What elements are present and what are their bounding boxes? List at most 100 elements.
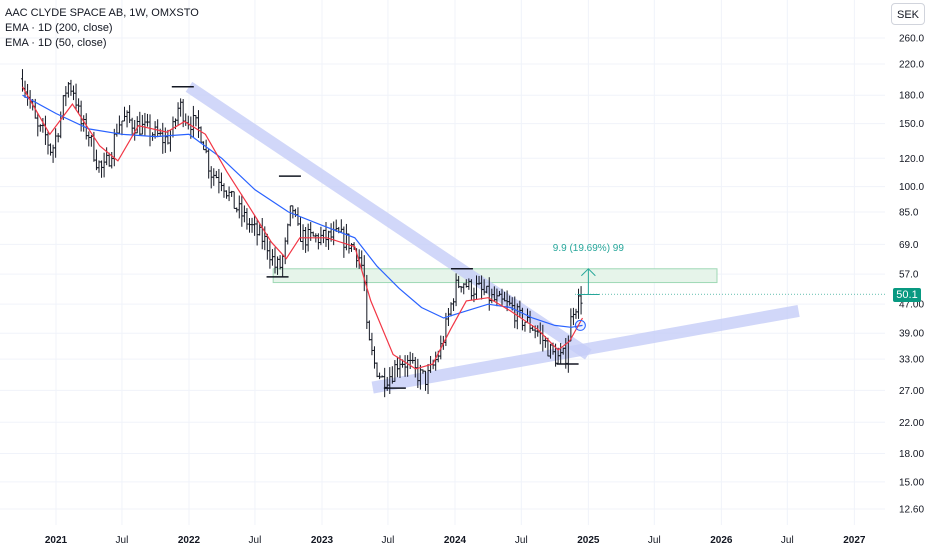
y-tick-label: 33.00 (899, 355, 924, 366)
ohlc-bar (247, 218, 251, 233)
y-tick-label: 47.00 (899, 300, 924, 311)
ohlc-bar (367, 320, 371, 341)
currency-button[interactable]: SEK (891, 3, 925, 25)
ohlc-bar (225, 190, 229, 199)
ohlc-bar (240, 194, 244, 227)
y-tick-label: 27.00 (899, 386, 924, 397)
x-tick-label: 2025 (577, 535, 600, 546)
ohlc-bar (411, 353, 415, 364)
y-tick-label: 120.0 (899, 154, 924, 165)
ohlc-bar (230, 190, 234, 197)
ohlc-bar (51, 144, 55, 163)
descending-trendline (185, 81, 592, 360)
ohlc-bar (158, 128, 162, 136)
y-tick-label: 85.0 (899, 207, 919, 218)
ema50-line (21, 86, 584, 370)
x-tick-label: Jul (648, 535, 661, 546)
ohlc-bar (168, 129, 172, 152)
ohlc-bar (270, 249, 274, 266)
ohlc-bar (342, 226, 346, 258)
ohlc-bar (74, 83, 78, 111)
ohlc-bar (316, 233, 320, 250)
ema50-legend[interactable]: EMA · 1D (50, close) (5, 37, 107, 49)
chart-legend: AAC CLYDE SPACE AB, 1W, OMXSTO EMA · 1D … (5, 6, 199, 51)
ohlc-bar (347, 233, 351, 254)
annotation-marks (171, 86, 885, 389)
x-tick-label: 2023 (311, 535, 334, 546)
y-tick-label: 57.0 (899, 270, 919, 281)
ohlc-bar (117, 115, 121, 135)
y-tick-label: 220.0 (899, 59, 924, 70)
ohlc-bar (56, 133, 60, 143)
symbol-title[interactable]: AAC CLYDE SPACE AB, 1W, OMXSTO (5, 7, 199, 19)
ohlc-bar (219, 172, 223, 192)
ohlc-bar (227, 186, 231, 202)
ohlc-bar (237, 195, 241, 219)
ohlc-bar (574, 308, 578, 319)
last-price-tag: 50.1 (893, 288, 921, 302)
ohlc-bar (372, 346, 376, 369)
ohlc-bar (49, 143, 53, 156)
ohlc-bar (135, 116, 139, 134)
ohlc-bar (145, 113, 149, 127)
resistance-zone-box (272, 268, 718, 284)
ohlc-bar (191, 105, 195, 138)
ohlc-bar (207, 148, 211, 179)
trendlines (185, 81, 800, 394)
ohlc-bar (222, 183, 226, 198)
ohlc-bar (214, 170, 218, 179)
y-tick-label: 39.00 (899, 329, 924, 340)
y-tick-label: 100.0 (899, 182, 924, 193)
ohlc-bar (54, 128, 58, 158)
y-tick-label: 12.60 (899, 505, 924, 516)
x-tick-label: 2024 (444, 535, 467, 546)
ohlc-bar (406, 355, 410, 377)
price-axis[interactable]: 260.0 220.0 180.0 150.0 120.0 100.0 85.0 69.0 57… (899, 34, 924, 516)
x-tick-label: 2026 (710, 535, 733, 546)
ohlc-bar (311, 231, 315, 237)
x-tick-label: Jul (781, 535, 794, 546)
y-tick-label: 150.0 (899, 119, 924, 130)
x-tick-label: Jul (382, 535, 395, 546)
ohlc-bar (245, 208, 249, 230)
ohlc-bar (288, 205, 292, 227)
ohlc-bar (112, 128, 116, 167)
time-axis[interactable]: 2021 Jul 2022 Jul 2023 Jul 2024 Jul 2025 Jul 2026 J… (45, 535, 866, 546)
ohlc-bar (278, 255, 282, 270)
y-tick-label: 22.00 (899, 418, 924, 429)
ohlc-bar (459, 286, 463, 293)
ohlc-bar (283, 237, 287, 265)
ohlc-bar (115, 123, 119, 137)
ohlc-bar (209, 166, 213, 189)
ohlc-bar (105, 147, 109, 166)
measure-arrowhead (581, 268, 596, 277)
ohlc-bar (128, 105, 132, 123)
ohlc-bar (43, 115, 47, 145)
ohlc-bar (339, 219, 343, 233)
ohlc-bar (375, 362, 379, 378)
ohlc-bar (250, 217, 254, 233)
ohlc-bar (140, 114, 144, 135)
ema200-line (22, 94, 583, 328)
measure-label: 9.9 (19.69%) 99 (553, 243, 625, 254)
ohlc-bar (171, 116, 175, 138)
ema200-legend[interactable]: EMA · 1D (200, close) (5, 22, 113, 34)
ohlc-bar (64, 86, 68, 107)
breakout-circle (574, 319, 586, 331)
ohlc-bar (523, 321, 527, 332)
ohlc-bar (242, 205, 246, 223)
ohlc-bar (232, 191, 236, 209)
ohlc-bar (179, 98, 183, 117)
ohlc-bar (38, 124, 42, 132)
ascending-trendline (371, 305, 800, 394)
ohlc-bar (395, 356, 399, 378)
ohlc-bar (143, 112, 147, 136)
ohlc-bar (327, 230, 331, 250)
price-range-measure: 9.9 (19.69%) 99 (553, 243, 625, 296)
y-tick-label: 15.00 (899, 477, 924, 488)
ohlc-bar (130, 117, 134, 135)
ohlc-bar (217, 168, 221, 194)
x-tick-label: Jul (116, 535, 129, 546)
ohlc-bar (301, 224, 305, 250)
